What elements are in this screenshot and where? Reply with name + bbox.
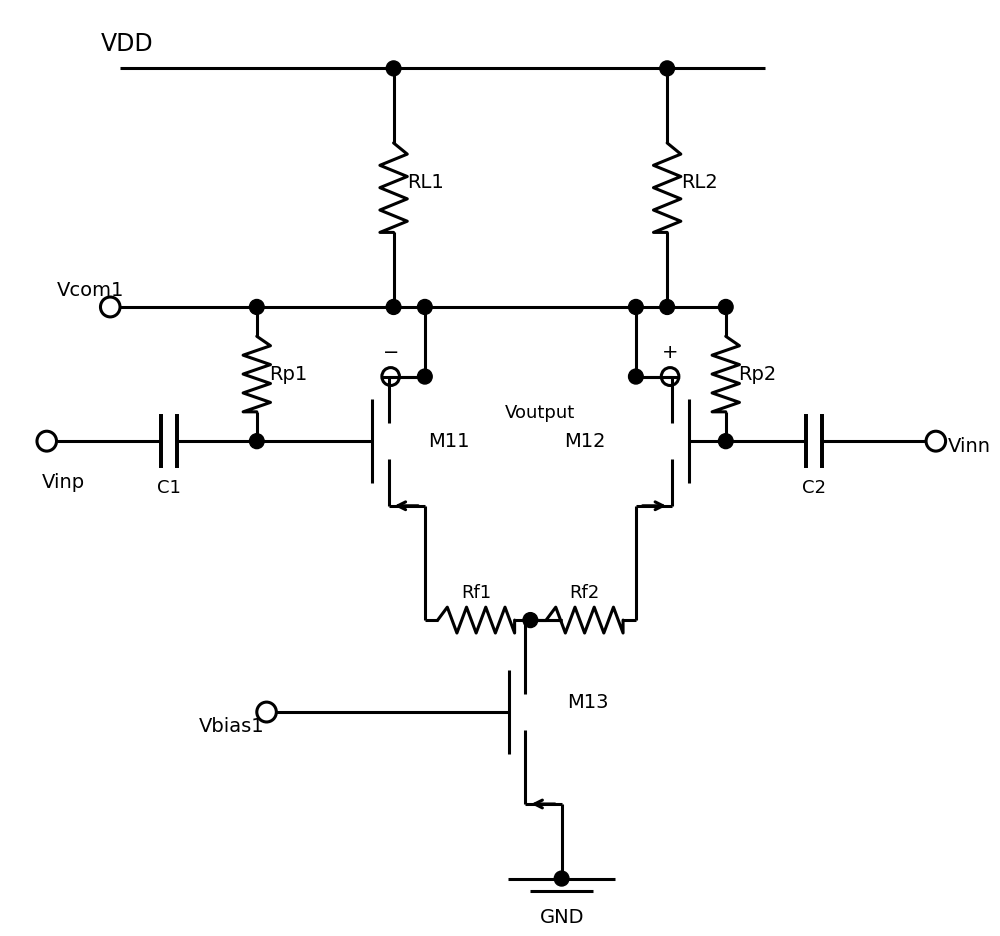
Text: Vinn: Vinn bbox=[948, 436, 991, 456]
Circle shape bbox=[523, 613, 538, 627]
Text: Rf2: Rf2 bbox=[569, 584, 600, 602]
Text: Vinp: Vinp bbox=[42, 473, 85, 492]
Circle shape bbox=[718, 433, 733, 448]
Text: RL2: RL2 bbox=[681, 173, 718, 192]
Circle shape bbox=[718, 300, 733, 314]
Circle shape bbox=[660, 300, 674, 314]
Circle shape bbox=[418, 369, 432, 384]
Text: M13: M13 bbox=[567, 693, 609, 711]
Text: RL1: RL1 bbox=[407, 173, 444, 192]
Circle shape bbox=[386, 61, 401, 76]
Text: Rf1: Rf1 bbox=[461, 584, 491, 602]
Text: C1: C1 bbox=[157, 479, 181, 497]
Text: Voutput: Voutput bbox=[505, 404, 575, 422]
Text: Rp1: Rp1 bbox=[270, 364, 308, 384]
Text: −: − bbox=[382, 343, 399, 361]
Circle shape bbox=[554, 871, 569, 886]
Circle shape bbox=[418, 300, 432, 314]
Circle shape bbox=[386, 300, 401, 314]
Circle shape bbox=[249, 433, 264, 448]
Circle shape bbox=[629, 369, 643, 384]
Text: M12: M12 bbox=[565, 431, 606, 450]
Text: GND: GND bbox=[539, 908, 584, 928]
Text: Vcom1: Vcom1 bbox=[57, 281, 124, 300]
Text: Rp2: Rp2 bbox=[738, 364, 777, 384]
Text: VDD: VDD bbox=[100, 33, 153, 56]
Circle shape bbox=[249, 300, 264, 314]
Text: +: + bbox=[662, 343, 678, 361]
Circle shape bbox=[629, 300, 643, 314]
Text: C2: C2 bbox=[802, 479, 826, 497]
Circle shape bbox=[660, 61, 674, 76]
Text: M11: M11 bbox=[428, 431, 469, 450]
Text: Vbias1: Vbias1 bbox=[199, 717, 265, 736]
